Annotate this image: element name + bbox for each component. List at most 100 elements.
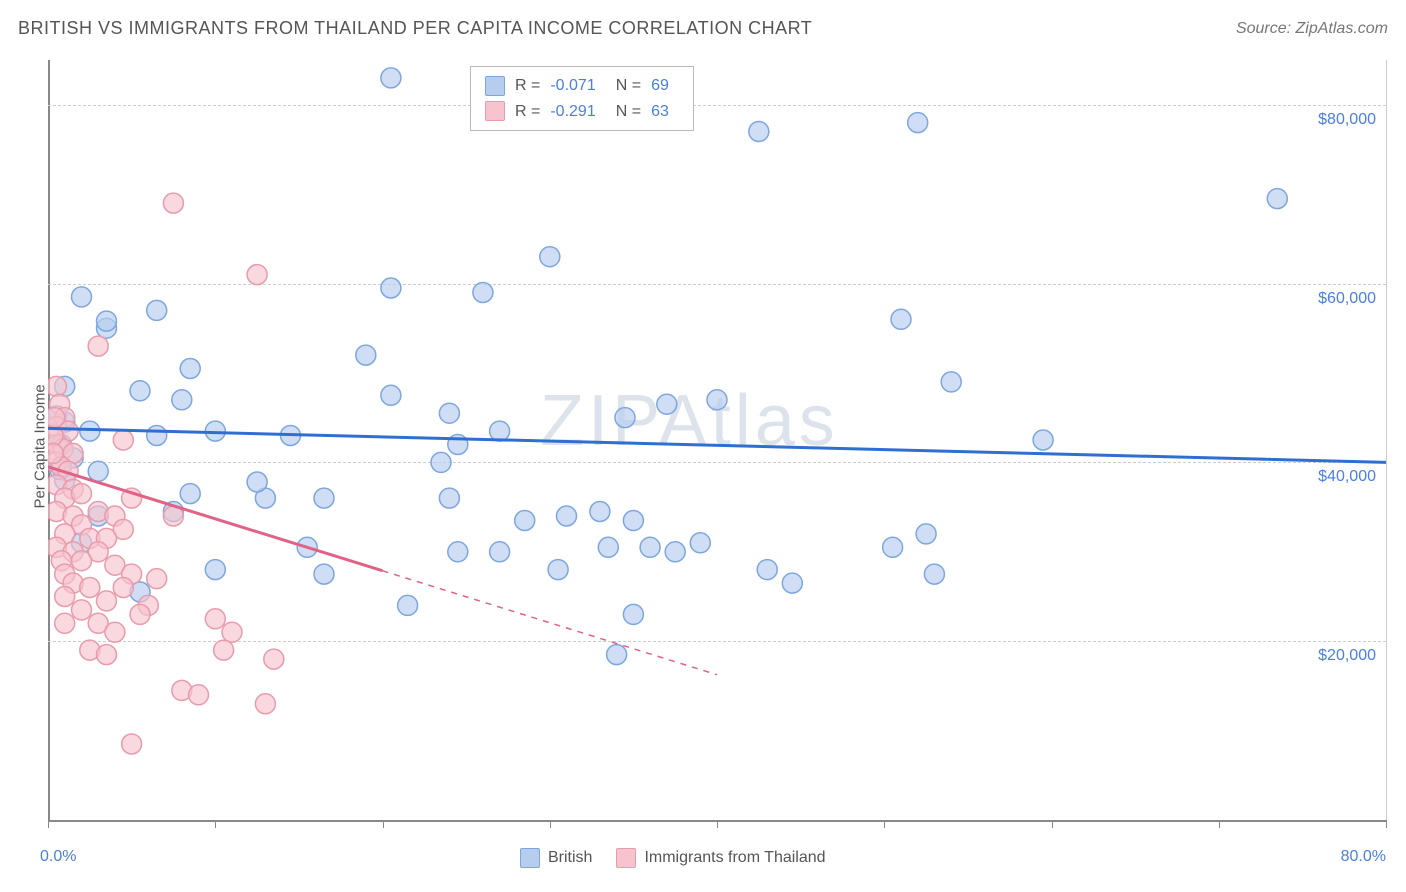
legend-stat-row: R =-0.291N =63 xyxy=(485,99,679,125)
data-point xyxy=(916,524,936,544)
legend-swatch xyxy=(616,848,636,868)
x-tick-mark xyxy=(383,820,384,828)
x-tick-mark xyxy=(1386,820,1387,828)
data-point xyxy=(247,265,267,285)
data-point xyxy=(97,645,117,665)
data-point xyxy=(97,591,117,611)
data-point xyxy=(473,283,493,303)
data-point xyxy=(88,461,108,481)
data-point xyxy=(255,694,275,714)
data-point xyxy=(222,622,242,642)
data-point xyxy=(163,193,183,213)
data-point xyxy=(122,734,142,754)
data-point xyxy=(623,604,643,624)
data-point xyxy=(431,452,451,472)
data-point xyxy=(490,421,510,441)
data-point xyxy=(72,484,92,504)
legend-swatch xyxy=(485,101,505,121)
plot-right-border xyxy=(1386,60,1387,820)
data-point xyxy=(665,542,685,562)
data-point xyxy=(113,578,133,598)
data-point xyxy=(1033,430,1053,450)
data-point xyxy=(540,247,560,267)
data-point xyxy=(147,300,167,320)
data-point xyxy=(48,376,66,396)
data-point xyxy=(448,542,468,562)
x-axis-min-label: 0.0% xyxy=(40,848,76,866)
legend-correlation-stats: R =-0.071N =69R =-0.291N =63 xyxy=(470,66,694,131)
data-point xyxy=(55,587,75,607)
data-point xyxy=(548,560,568,580)
data-point xyxy=(55,613,75,633)
data-point xyxy=(1267,189,1287,209)
data-point xyxy=(264,649,284,669)
legend-item: Immigrants from Thailand xyxy=(616,848,825,868)
data-point xyxy=(105,622,125,642)
x-axis-max-label: 80.0% xyxy=(1341,848,1386,866)
legend-label: Immigrants from Thailand xyxy=(644,849,825,867)
data-point xyxy=(607,645,627,665)
data-point xyxy=(891,309,911,329)
data-point xyxy=(180,484,200,504)
data-point xyxy=(557,506,577,526)
x-tick-mark xyxy=(1052,820,1053,828)
data-point xyxy=(657,394,677,414)
data-point xyxy=(48,408,65,428)
stat-r-value: -0.071 xyxy=(550,73,595,99)
data-point xyxy=(180,359,200,379)
data-point xyxy=(398,595,418,615)
data-point xyxy=(490,542,510,562)
data-point xyxy=(113,430,133,450)
x-tick-mark xyxy=(550,820,551,828)
legend-item: British xyxy=(520,848,592,868)
data-point xyxy=(247,472,267,492)
legend-stat-row: R = -0.071 N = 69 xyxy=(485,73,679,99)
legend-swatch xyxy=(520,848,540,868)
data-point xyxy=(439,488,459,508)
stat-r-value: -0.291 xyxy=(550,99,595,125)
stat-r-label: R = xyxy=(515,73,540,99)
scatter-plot xyxy=(48,60,1386,820)
data-point xyxy=(757,560,777,580)
data-point xyxy=(381,385,401,405)
data-point xyxy=(707,390,727,410)
data-point xyxy=(640,537,660,557)
data-point xyxy=(314,488,334,508)
x-tick-mark xyxy=(1219,820,1220,828)
stat-r-label: R = xyxy=(515,99,540,125)
data-point xyxy=(72,600,92,620)
data-point xyxy=(782,573,802,593)
stat-n-label: N = xyxy=(616,73,641,99)
data-point xyxy=(130,604,150,624)
data-point xyxy=(590,502,610,522)
legend-swatch xyxy=(485,76,505,96)
x-tick-mark xyxy=(48,820,49,828)
chart-title: BRITISH VS IMMIGRANTS FROM THAILAND PER … xyxy=(18,18,812,39)
legend-label: British xyxy=(548,849,592,867)
data-point xyxy=(147,569,167,589)
trend-line-dashed xyxy=(383,571,718,675)
data-point xyxy=(314,564,334,584)
data-point xyxy=(749,122,769,142)
data-point xyxy=(356,345,376,365)
data-point xyxy=(381,278,401,298)
data-point xyxy=(941,372,961,392)
data-point xyxy=(72,551,92,571)
data-point xyxy=(189,685,209,705)
data-point xyxy=(88,336,108,356)
header: BRITISH VS IMMIGRANTS FROM THAILAND PER … xyxy=(18,18,1388,39)
data-point xyxy=(924,564,944,584)
data-point xyxy=(130,381,150,401)
data-point xyxy=(598,537,618,557)
stat-n-label: N = xyxy=(616,99,641,125)
data-point xyxy=(97,311,117,331)
stat-n-value: 69 xyxy=(651,73,669,99)
data-point xyxy=(615,408,635,428)
data-point xyxy=(908,113,928,133)
legend-series: British Immigrants from Thailand xyxy=(520,848,826,868)
data-point xyxy=(80,578,100,598)
data-point xyxy=(205,560,225,580)
trend-line xyxy=(48,428,1386,462)
data-point xyxy=(172,390,192,410)
x-tick-mark xyxy=(215,820,216,828)
